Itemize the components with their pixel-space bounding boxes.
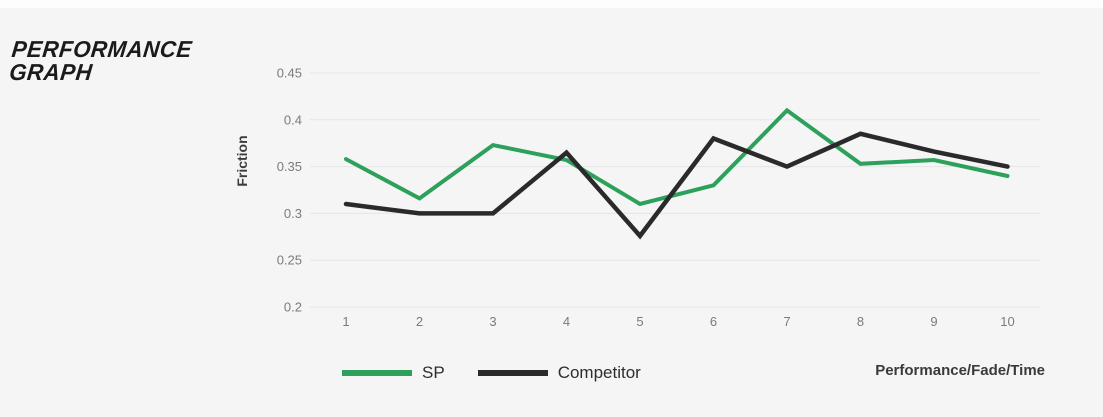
svg-text:7: 7 [783, 314, 790, 329]
svg-text:0.4: 0.4 [284, 112, 302, 127]
chart-legend: SP Competitor [342, 363, 641, 383]
svg-text:0.25: 0.25 [277, 253, 302, 268]
svg-text:5: 5 [636, 314, 643, 329]
top-strip [0, 0, 1103, 8]
svg-text:8: 8 [857, 314, 864, 329]
svg-text:9: 9 [930, 314, 937, 329]
svg-text:2: 2 [416, 314, 423, 329]
sp-line-swatch [342, 370, 412, 376]
svg-text:1: 1 [342, 314, 349, 329]
competitor-line-swatch [477, 370, 548, 376]
svg-text:10: 10 [1000, 314, 1014, 329]
axis-note: Performance/Fade/Time [875, 362, 1045, 379]
legend-item-sp: SP [342, 363, 445, 383]
svg-text:6: 6 [710, 314, 717, 329]
svg-text:3: 3 [489, 314, 496, 329]
svg-text:4: 4 [563, 314, 570, 329]
svg-text:0.2: 0.2 [284, 300, 302, 315]
legend-label-sp: SP [422, 363, 445, 382]
legend-label-competitor: Competitor [557, 363, 641, 382]
svg-text:0.45: 0.45 [277, 66, 302, 81]
svg-text:0.3: 0.3 [284, 206, 302, 221]
svg-text:0.35: 0.35 [277, 159, 302, 174]
legend-item-competitor: Competitor [477, 363, 641, 383]
